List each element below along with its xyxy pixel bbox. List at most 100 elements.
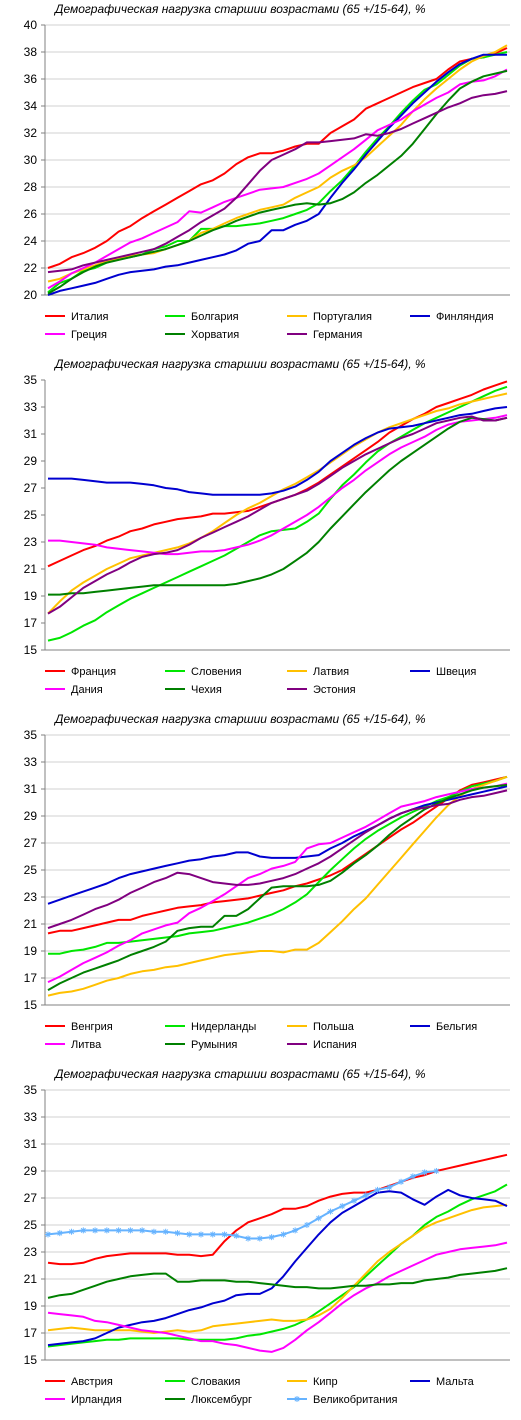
series-line [47, 385, 508, 642]
legend-label: Дания [71, 684, 103, 696]
series-line [47, 789, 508, 930]
y-tick-label: 31 [24, 427, 38, 441]
legend-label: Словения [191, 666, 242, 678]
series-line [47, 1188, 508, 1347]
legend-label: Болгария [191, 311, 239, 323]
y-tick-label: 33 [24, 400, 38, 414]
series-marker [433, 1168, 440, 1174]
chart-panel-3: Демографическая нагрузка старшии возраст… [0, 710, 521, 1062]
series-marker [198, 1231, 204, 1238]
series-line [47, 1267, 508, 1299]
series-line [47, 392, 508, 615]
y-tick-label: 33 [24, 1110, 38, 1124]
series-line [47, 380, 508, 568]
series-line [47, 775, 508, 935]
y-tick-label: 29 [24, 454, 38, 468]
line-chart-1: 20 22 24 26 28 30 32 34 36 38 40 Италия Болгария Порт… [24, 18, 510, 341]
legend-label: Словакия [191, 1376, 240, 1388]
y-tick-label: 17 [24, 616, 38, 630]
series-marker [327, 1208, 334, 1215]
series-line [47, 1203, 508, 1334]
y-tick-label: 35 [24, 728, 38, 742]
y-tick-label: 27 [24, 836, 38, 850]
legend-label: Греция [71, 329, 107, 341]
series-marker [351, 1197, 357, 1204]
series-marker [56, 1230, 63, 1237]
series-line [47, 53, 507, 296]
series-marker [209, 1231, 216, 1238]
y-tick-label: 35 [24, 373, 38, 387]
y-tick-label: 29 [24, 1164, 38, 1178]
series-marker [115, 1227, 122, 1234]
series-marker [103, 1227, 110, 1234]
legend-marker [294, 1396, 300, 1402]
y-tick-label: 15 [24, 1353, 38, 1367]
series-marker [150, 1228, 157, 1235]
line-chart-3: 15 17 19 21 23 25 27 29 31 33 35 Венгрия Нидерланды П… [24, 728, 510, 1051]
series-line [47, 44, 508, 283]
y-tick-label: 30 [24, 153, 38, 167]
series-marker [315, 1215, 322, 1222]
series-marker [221, 1231, 228, 1238]
y-tick-label: 23 [24, 890, 38, 904]
series-marker [233, 1232, 240, 1239]
series-line [47, 785, 508, 905]
series-line [47, 775, 508, 997]
legend-label: Нидерланды [191, 1021, 256, 1033]
y-tick-label: 17 [24, 971, 38, 985]
legend-label: Швеция [436, 666, 476, 678]
series-marker [398, 1178, 405, 1185]
series-line [48, 416, 508, 596]
y-tick-label: 38 [24, 45, 38, 59]
series-marker [268, 1234, 275, 1241]
y-tick-label: 24 [24, 234, 38, 248]
y-tick-label: 27 [24, 1191, 38, 1205]
legend-label: Великобритания [313, 1394, 398, 1406]
legend-label: Литва [71, 1039, 102, 1051]
y-tick-label: 19 [24, 1299, 38, 1313]
series-marker [68, 1228, 75, 1235]
y-tick-label: 19 [24, 944, 38, 958]
series-marker [339, 1203, 346, 1210]
y-tick-label: 21 [24, 917, 38, 931]
series-line [47, 415, 508, 615]
series-line [47, 68, 508, 290]
series-marker [186, 1231, 193, 1238]
legend-label: Ирландия [71, 1394, 122, 1406]
series-marker [92, 1227, 99, 1234]
series-line [47, 1170, 437, 1240]
y-tick-label: 19 [24, 589, 38, 603]
y-tick-label: 31 [24, 1137, 38, 1151]
y-tick-label: 31 [24, 782, 38, 796]
series-marker [80, 1227, 87, 1234]
series-marker [174, 1230, 181, 1237]
chart-title: Демографическая нагрузка старшии возраст… [55, 712, 426, 726]
series-marker [421, 1169, 428, 1176]
legend-label: Мальта [436, 1376, 475, 1388]
series-marker [386, 1184, 393, 1191]
legend-label: Бельгия [436, 1021, 477, 1033]
legend-label: Германия [313, 329, 362, 341]
series-marker [374, 1186, 381, 1193]
y-tick-label: 27 [24, 481, 38, 495]
y-tick-label: 40 [24, 18, 38, 32]
y-tick-label: 36 [24, 72, 38, 86]
legend-label: Люксембург [191, 1394, 252, 1406]
y-tick-label: 23 [24, 535, 38, 549]
y-tick-label: 26 [24, 207, 38, 221]
chart-panel-1: Демографическая нагрузка старшии возраст… [0, 0, 521, 352]
legend-label: Австрия [71, 1376, 113, 1388]
series-marker [139, 1227, 146, 1234]
series-marker [127, 1227, 134, 1234]
legend-label: Латвия [313, 666, 349, 678]
legend-label: Польша [313, 1021, 355, 1033]
chart-title: Демографическая нагрузка старшии возраст… [55, 1067, 426, 1081]
series-marker [45, 1231, 51, 1238]
series-line [47, 1153, 508, 1266]
chart-title: Демографическая нагрузка старшии возраст… [55, 357, 426, 371]
y-tick-label: 25 [24, 863, 38, 877]
legend-label: Румыния [191, 1039, 237, 1051]
y-tick-label: 21 [24, 1272, 38, 1286]
chart-title: Демографическая нагрузка старшии возраст… [55, 2, 426, 16]
legend-label: Франция [71, 666, 116, 678]
